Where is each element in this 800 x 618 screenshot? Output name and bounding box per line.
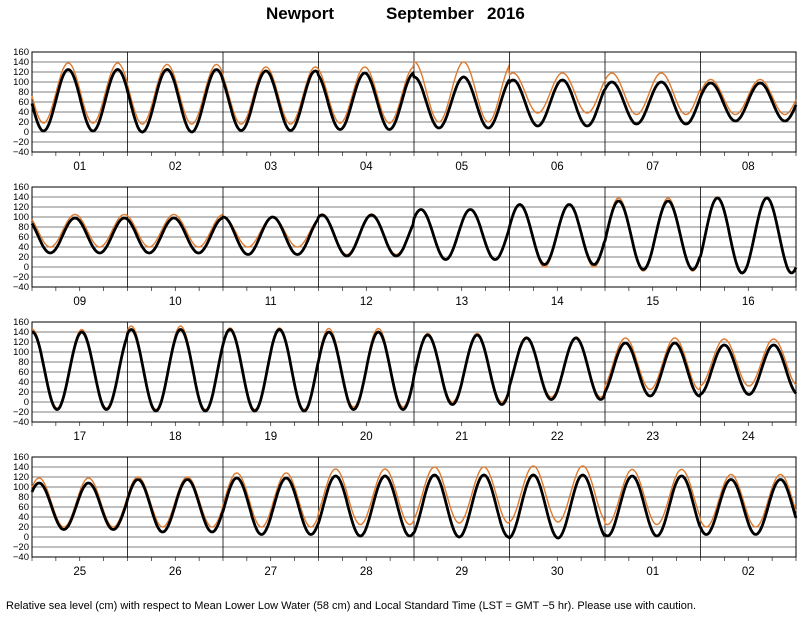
y-tick-label: −20 [13,137,29,148]
y-tick-label: 80 [18,87,29,98]
y-tick-label: −20 [13,542,29,553]
day-label: 20 [360,431,373,443]
day-label: 30 [551,566,564,578]
day-label: 05 [455,161,468,173]
y-tick-label: 20 [18,387,29,398]
observed-series-line [30,196,798,275]
y-tick-label: 120 [13,472,29,483]
y-tick-label: 100 [13,482,29,493]
y-tick-label: 40 [18,512,29,523]
day-label: 26 [169,566,182,578]
day-label: 06 [551,161,564,173]
day-label: 04 [360,161,373,173]
y-tick-label: −40 [13,552,29,563]
day-label: 24 [742,431,755,443]
day-label: 03 [264,161,277,173]
observed-series-line [30,473,798,540]
day-label: 01 [73,161,86,173]
day-label: 18 [169,431,182,443]
y-tick-label: 0 [24,262,29,273]
day-label: 27 [264,566,277,578]
day-label: 09 [73,296,86,308]
day-label: 15 [646,296,659,308]
day-label: 16 [742,296,755,308]
y-tick-label: 80 [18,492,29,503]
day-label: 22 [551,431,564,443]
day-label: 13 [455,296,468,308]
day-label: 19 [264,431,277,443]
y-tick-label: 20 [18,117,29,128]
day-label: 07 [646,161,659,173]
day-label: 08 [742,161,755,173]
y-tick-label: 120 [13,337,29,348]
y-tick-label: −40 [13,147,29,158]
y-tick-label: 100 [13,212,29,223]
y-tick-label: 0 [24,397,29,408]
panel-frame [31,186,797,288]
y-tick-label: 120 [13,202,29,213]
y-tick-label: 40 [18,242,29,253]
y-tick-label: −40 [13,417,29,428]
day-label: 23 [646,431,659,443]
day-label: 02 [742,566,755,578]
day-label: 11 [265,296,277,308]
day-label: 02 [169,161,182,173]
y-tick-label: 160 [13,452,29,463]
y-tick-label: 100 [13,347,29,358]
y-tick-label: −20 [13,407,29,418]
y-tick-label: 60 [18,97,29,108]
y-tick-label: 140 [13,192,29,203]
y-tick-label: 160 [13,317,29,328]
y-tick-label: 80 [18,222,29,233]
y-tick-label: −40 [13,282,29,293]
y-tick-label: 40 [18,107,29,118]
day-label: 14 [551,296,564,308]
y-tick-label: 140 [13,462,29,473]
panel-frame [31,321,797,423]
y-tick-label: 60 [18,367,29,378]
predicted-series-line [31,465,797,528]
panel-frame [31,456,797,558]
day-label: 17 [73,431,86,443]
y-tick-label: 40 [18,377,29,388]
y-tick-label: 160 [13,182,29,193]
day-label: 29 [455,566,468,578]
observed-series-line [31,328,798,413]
y-tick-label: 100 [13,77,29,88]
day-label: 12 [360,296,373,308]
day-label: 10 [169,296,182,308]
day-label: 25 [73,566,86,578]
predicted-series-line [31,61,797,125]
year-label: 2016 [487,4,525,23]
y-tick-label: 80 [18,357,29,368]
y-tick-label: 0 [24,127,29,138]
y-tick-label: 20 [18,252,29,263]
panel-frame [31,51,797,153]
y-tick-label: 60 [18,502,29,513]
day-label: 28 [360,566,373,578]
month-label: September [386,4,474,23]
y-tick-label: 20 [18,522,29,533]
y-tick-label: −20 [13,272,29,283]
y-tick-label: 140 [13,57,29,68]
y-tick-label: 120 [13,67,29,78]
station-name: Newport [266,4,334,23]
day-label: 01 [646,566,659,578]
footer-note: Relative sea level (cm) with respect to … [6,600,697,612]
y-tick-label: 60 [18,232,29,243]
day-label: 21 [455,431,468,443]
chart-title: Newport September 2016 [0,4,800,26]
y-tick-label: 140 [13,327,29,338]
y-tick-label: 0 [24,532,29,543]
y-tick-label: 160 [13,47,29,58]
observed-series-line [30,68,798,134]
